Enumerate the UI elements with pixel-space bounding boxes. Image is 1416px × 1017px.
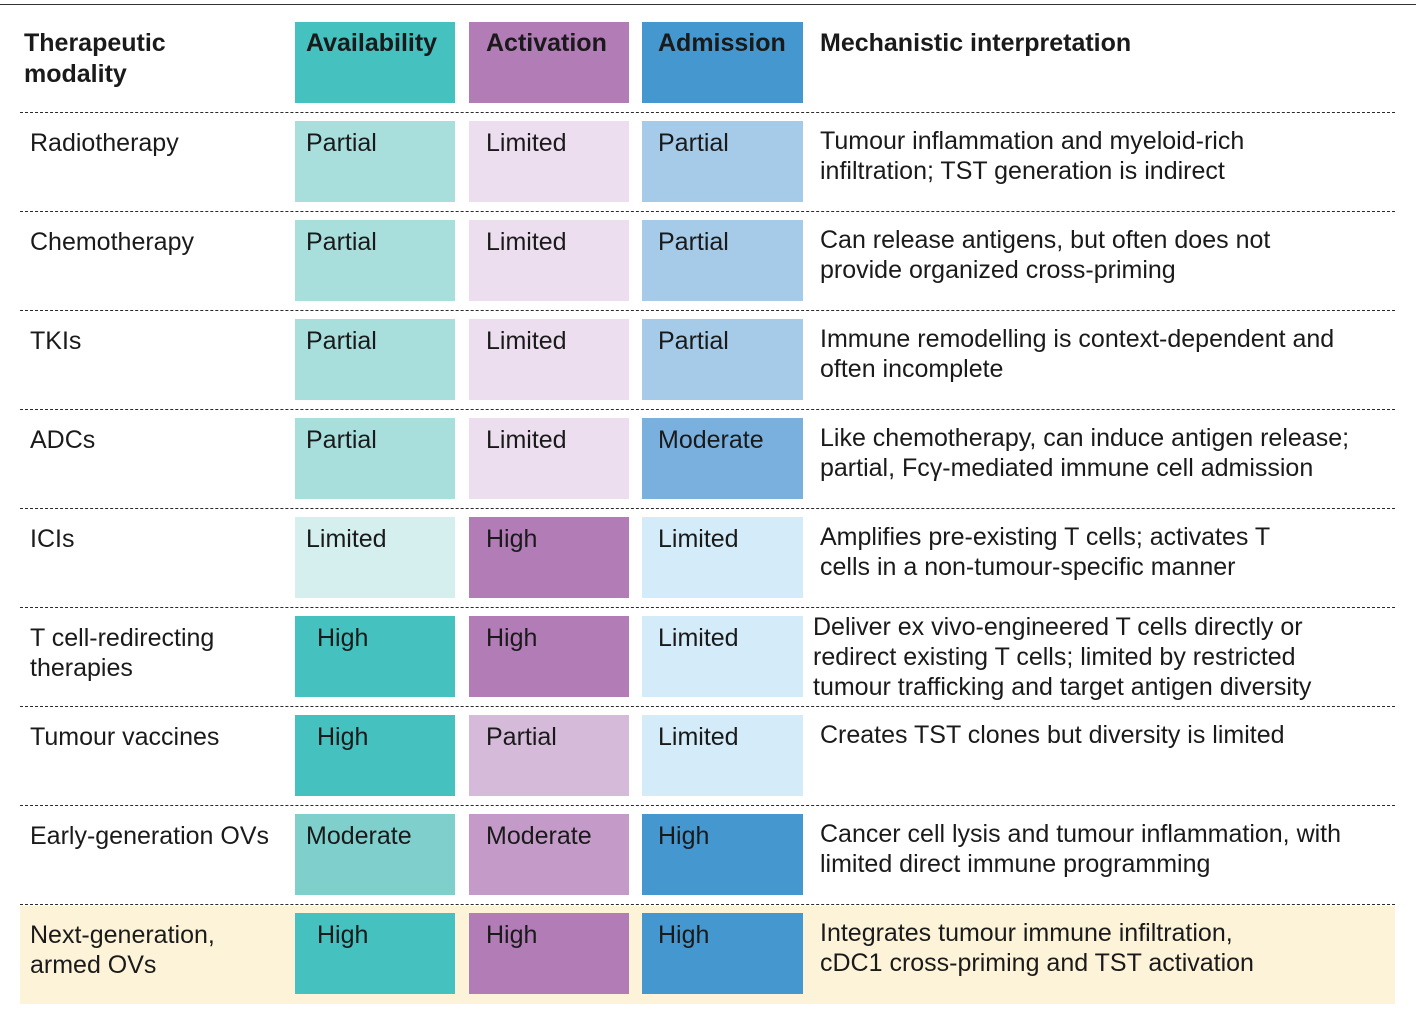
availability-cell: Limited (295, 517, 455, 598)
modality-cell: Radiotherapy (30, 129, 179, 157)
interpretation-cell: Cancer cell lysis and tumour inflammatio… (820, 820, 1342, 878)
top-rule (0, 4, 1416, 5)
header-activation: Activation (469, 22, 629, 103)
admission-cell: High (642, 814, 803, 895)
activation-cell: High (469, 913, 629, 994)
availability-cell: Partial (295, 319, 455, 400)
admission-cell: Partial (642, 220, 803, 301)
interpretation-cell: Integrates tumour immune infiltration, c… (820, 919, 1254, 977)
row-divider (20, 409, 1395, 410)
interpretation-cell: Like chemotherapy, can induce antigen re… (820, 424, 1350, 482)
availability-cell: High (295, 616, 455, 697)
row-divider (20, 310, 1395, 311)
interpretation-cell: Creates TST clones but diversity is limi… (820, 721, 1285, 749)
activation-cell: Limited (469, 220, 629, 301)
row-divider (20, 112, 1395, 113)
availability-cell: Partial (295, 220, 455, 301)
modality-cell: Next-generation, armed OVs (30, 921, 215, 979)
modality-cell: T cell-redirecting therapies (30, 624, 215, 682)
modality-cell: Early-generation OVs (30, 822, 270, 850)
table-row: T cell-redirecting therapies High High Limi… (0, 607, 1416, 706)
admission-cell: Limited (642, 715, 803, 796)
modality-cell: Tumour vaccines (30, 723, 220, 751)
activation-cell: Moderate (469, 814, 629, 895)
table-row: Chemotherapy Partial Limited Partial Can rel… (0, 211, 1416, 310)
table-header: Therapeutic modality Availability Activa… (0, 0, 1416, 112)
admission-cell: Limited (642, 517, 803, 598)
activation-cell: Partial (469, 715, 629, 796)
modality-cell: ADCs (30, 426, 96, 454)
admission-cell: High (642, 913, 803, 994)
row-divider (20, 607, 1395, 608)
activation-cell: Limited (469, 418, 629, 499)
availability-cell: Partial (295, 418, 455, 499)
interpretation-cell: Tumour inflammation and myeloid-rich inf… (820, 127, 1245, 185)
interpretation-cell: Amplifies pre-existing T cells; activate… (820, 523, 1270, 581)
activation-cell: Limited (469, 319, 629, 400)
table-row: Next-generation, armed OVs High High High In… (0, 904, 1416, 1003)
header-admission: Admission (642, 22, 803, 103)
interpretation-cell: Immune remodelling is context-dependent … (820, 325, 1335, 383)
header-availability: Availability (295, 22, 455, 103)
interpretation-cell: Can release antigens, but often does not… (820, 226, 1271, 284)
activation-cell: Limited (469, 121, 629, 202)
header-interpretation: Mechanistic interpretation (820, 29, 1132, 57)
admission-cell: Partial (642, 319, 803, 400)
header-modality: Therapeutic modality (24, 29, 166, 88)
row-divider (20, 211, 1395, 212)
admission-cell: Moderate (642, 418, 803, 499)
availability-cell: Partial (295, 121, 455, 202)
activation-cell: High (469, 616, 629, 697)
table-row: ADCs Partial Limited Moderate Like chemother… (0, 409, 1416, 508)
availability-cell: High (295, 715, 455, 796)
table-row: Radiotherapy Partial Limited Partial Tumour … (0, 112, 1416, 211)
row-divider (20, 904, 1395, 905)
table-row: Tumour vaccines High Partial Limited Creates… (0, 706, 1416, 805)
row-divider (20, 805, 1395, 806)
availability-cell: High (295, 913, 455, 994)
interpretation-cell: Deliver ex vivo-engineered T cells direc… (813, 613, 1312, 701)
table-row: Early-generation OVs Moderate Moderate High… (0, 805, 1416, 904)
row-divider (20, 508, 1395, 509)
modality-cell: ICIs (30, 525, 75, 553)
row-divider (20, 706, 1395, 707)
modality-cell: Chemotherapy (30, 228, 194, 256)
table-row: ICIs Limited High Limited Amplifies pre-exis… (0, 508, 1416, 607)
admission-cell: Limited (642, 616, 803, 697)
modality-cell: TKIs (30, 327, 82, 355)
table-row: TKIs Partial Limited Partial Immune remodell… (0, 310, 1416, 409)
activation-cell: High (469, 517, 629, 598)
admission-cell: Partial (642, 121, 803, 202)
availability-cell: Moderate (295, 814, 455, 895)
